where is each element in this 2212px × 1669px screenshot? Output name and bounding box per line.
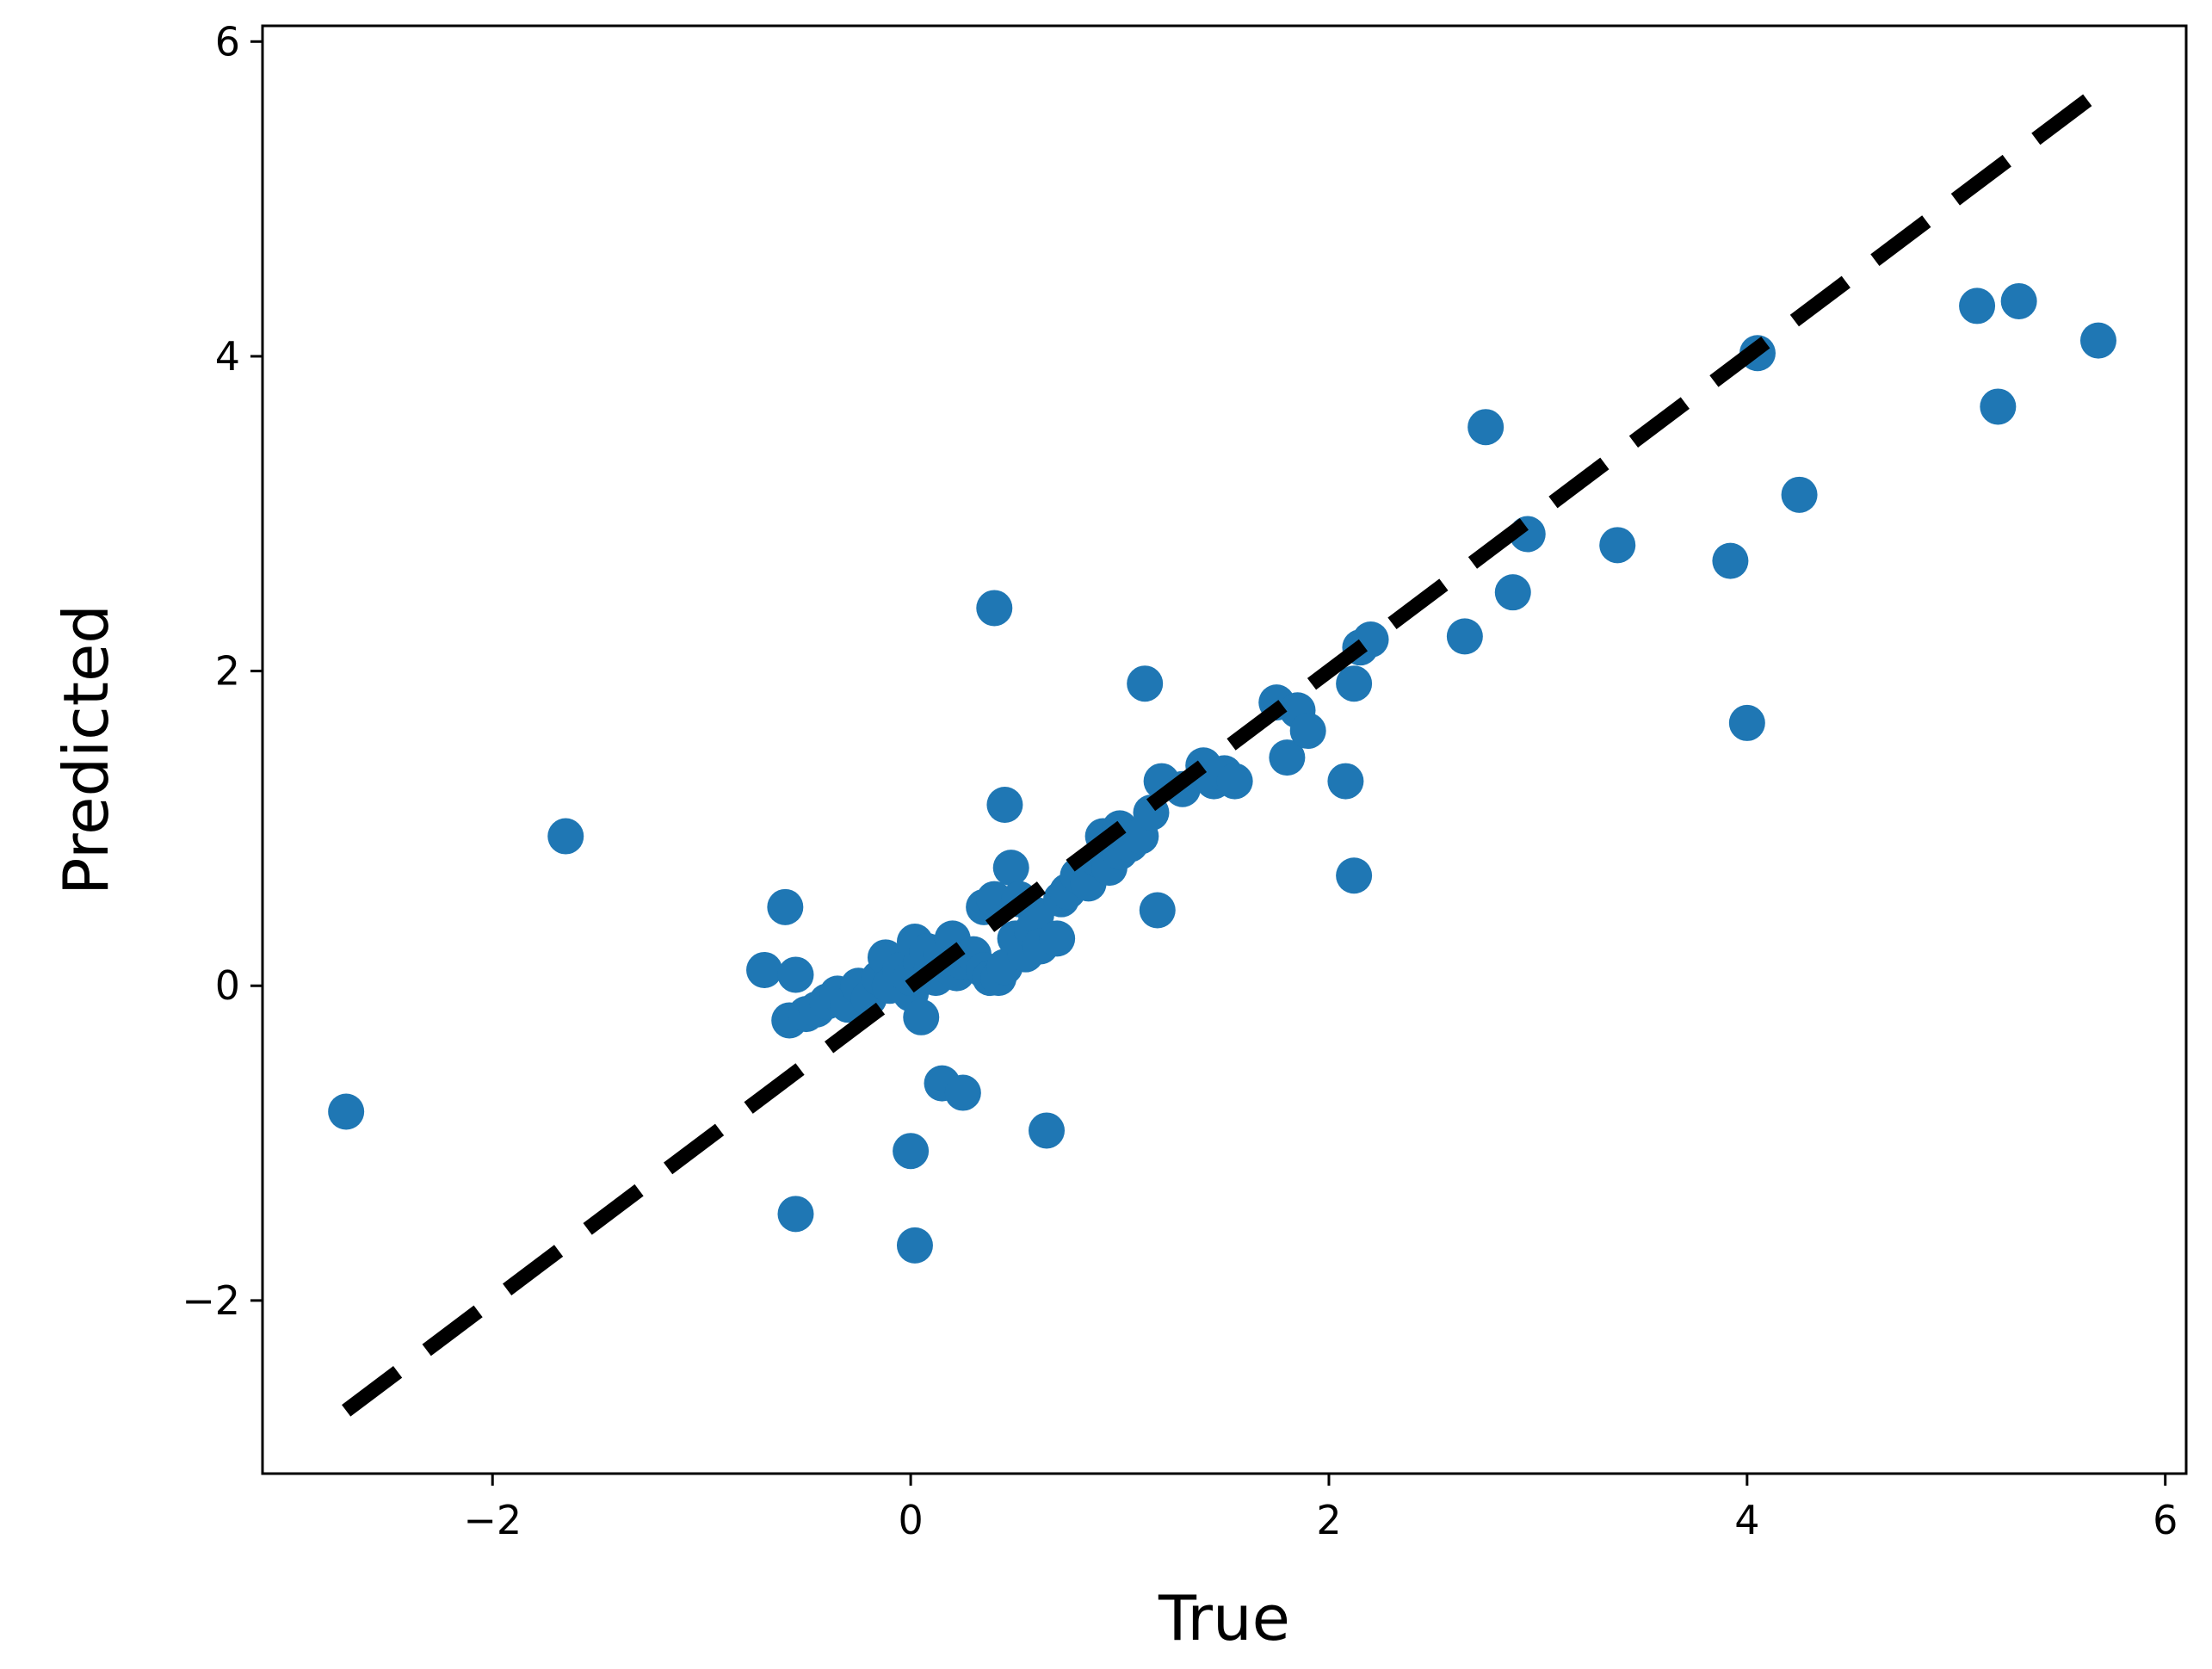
axes-frame: [261, 24, 2188, 1475]
data-point: [896, 1227, 933, 1264]
y-axis-ticks: −2 0 2 4 6: [182, 18, 263, 1324]
y-tick-label: 6: [215, 18, 240, 65]
data-point: [777, 956, 814, 993]
data-point: [1467, 409, 1505, 446]
y-tick-label: 2: [215, 648, 240, 695]
x-tick-label: 0: [898, 1497, 923, 1543]
data-point: [1336, 857, 1373, 894]
data-point: [1327, 763, 1364, 800]
x-tick-label: −2: [463, 1497, 522, 1543]
data-point: [2000, 282, 2037, 319]
data-point: [547, 818, 584, 855]
data-point: [1216, 763, 1253, 800]
data-point: [903, 998, 940, 1035]
data-point: [944, 1074, 981, 1111]
data-point: [1599, 527, 1636, 564]
y-axis-label: Predicted: [50, 604, 122, 895]
data-point: [1029, 1112, 1066, 1149]
x-tick-label: 6: [2153, 1497, 2178, 1543]
identity-dashed-line: [342, 85, 2104, 1417]
data-point: [1728, 704, 1765, 741]
data-point: [992, 850, 1029, 887]
data-point: [777, 1196, 814, 1233]
data-point: [746, 951, 783, 988]
data-point: [1712, 542, 1749, 579]
data-point: [1269, 739, 1306, 776]
data-point: [767, 888, 804, 925]
y-tick-label: 0: [215, 962, 240, 1009]
data-point: [1959, 287, 1996, 325]
data-point: [976, 590, 1013, 627]
data-points: [328, 282, 2116, 1264]
data-point: [1980, 388, 2017, 425]
data-point: [1139, 892, 1176, 929]
data-point: [2079, 322, 2116, 359]
data-point: [986, 786, 1023, 823]
data-point: [1446, 618, 1483, 655]
data-point: [1127, 665, 1164, 702]
x-axis-ticks: −2 0 2 4 6: [463, 1474, 2178, 1543]
x-axis-label: True: [1158, 1582, 1290, 1654]
data-point: [1336, 665, 1373, 702]
x-tick-label: 2: [1316, 1497, 1341, 1543]
data-point: [1039, 920, 1076, 957]
x-tick-label: 4: [1734, 1497, 1759, 1543]
y-tick-label: 4: [215, 333, 240, 380]
data-point: [1289, 713, 1326, 750]
data-point: [893, 1133, 930, 1170]
data-point: [328, 1093, 365, 1130]
y-tick-label: −2: [182, 1277, 240, 1324]
data-point: [1781, 476, 1818, 513]
data-point: [1494, 574, 1531, 611]
reference-line-layer: [342, 85, 2104, 1417]
